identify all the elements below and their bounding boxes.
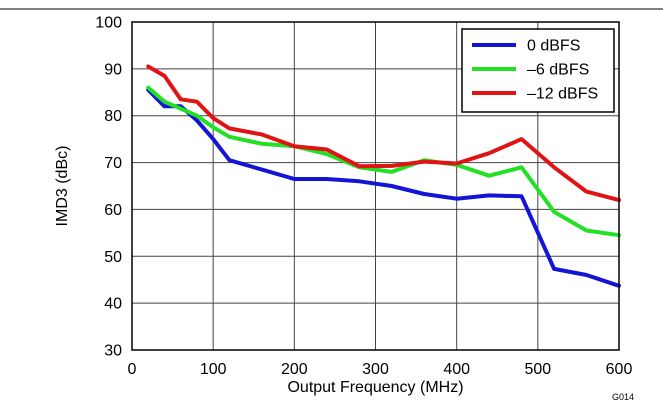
y-tick-label: 70 [104, 155, 122, 172]
x-tick-label: 0 [128, 361, 137, 378]
legend-label-1: –6 dBFS [527, 62, 589, 79]
x-tick-label: 600 [606, 361, 633, 378]
series-lines [146, 64, 621, 288]
x-tick-label: 200 [281, 361, 308, 378]
y-tick-label: 100 [95, 15, 122, 32]
figure-id-label: G014 [612, 392, 634, 402]
series-line-1 [146, 85, 621, 238]
series-line-2 [146, 64, 621, 203]
y-tick-label: 30 [104, 343, 122, 360]
x-tick-label: 300 [362, 361, 389, 378]
series-line-0 [146, 87, 621, 288]
plot-area-frame [131, 21, 620, 351]
y-tick-label: 90 [104, 61, 122, 78]
legend-label-2: –12 dBFS [527, 86, 598, 103]
x-tick-label: 500 [524, 361, 551, 378]
legend-label-0: 0 dBFS [527, 38, 580, 55]
y-axis-label: IMD3 (dBc) [54, 146, 71, 227]
x-tick-label: 400 [443, 361, 470, 378]
legend: 0 dBFS –6 dBFS –12 dBFS [461, 28, 615, 113]
x-tick-label: 100 [200, 361, 227, 378]
y-tick-label: 80 [104, 108, 122, 125]
y-tick-label: 40 [104, 296, 122, 313]
x-axis-label: Output Frequency (MHz) [287, 379, 463, 396]
y-tick-label: 50 [104, 249, 122, 266]
y-tick-label: 60 [104, 202, 122, 219]
y-tick-labels: 30 40 50 60 70 80 90 100 [95, 15, 122, 360]
x-tick-labels: 0 100 200 300 400 500 600 [128, 361, 633, 378]
